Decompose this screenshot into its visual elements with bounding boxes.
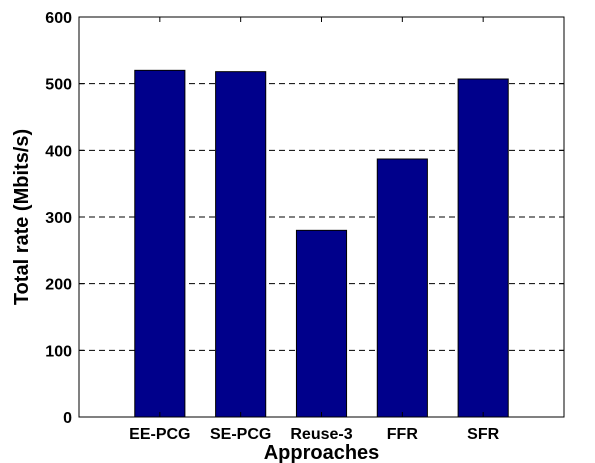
bar-sfr: [457, 78, 509, 418]
x-tick-label: FFR: [387, 426, 419, 443]
bar-ee-pcg: [134, 69, 186, 418]
x-axis-title: Approaches: [264, 442, 380, 463]
bar-se-pcg: [215, 71, 267, 418]
x-tick-label: SFR: [467, 426, 499, 443]
y-tick-label: 300: [45, 210, 72, 227]
bars: [134, 69, 509, 418]
x-tick-label: SE-PCG: [210, 426, 271, 443]
y-tick-label: 100: [45, 343, 72, 360]
y-axis-title: Total rate (Mbits/s): [11, 129, 33, 305]
y-tick-label: 0: [63, 410, 72, 427]
bar-ffr: [376, 158, 428, 418]
x-tick-label: EE-PCG: [129, 426, 190, 443]
x-tick-label: Reuse-3: [290, 426, 352, 443]
y-tick-label: 500: [45, 77, 72, 94]
bar-reuse-3: [295, 229, 348, 418]
y-tick-label: 200: [45, 277, 72, 294]
ticks: 0 100 200 300 400 500 600 EE-PCG SE-PCG Reuse-3 FF…: [45, 10, 564, 443]
y-tick-label: 400: [45, 143, 72, 160]
y-tick-label: 600: [45, 10, 72, 27]
